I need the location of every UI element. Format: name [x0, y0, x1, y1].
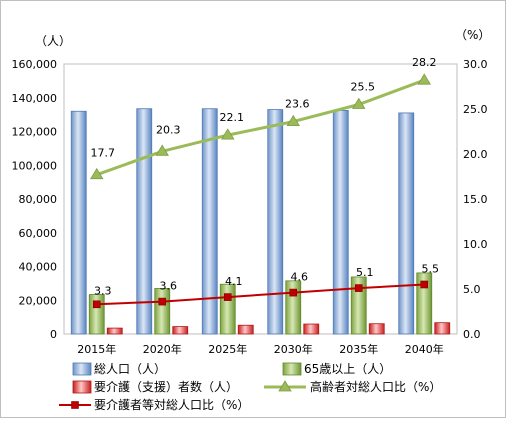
care-required-bar: [434, 322, 451, 335]
legend: 総人口（人） 65歳以上（人） 要介護（支援）者数（人） 高齢者対総人口比（%） 要介護…: [59, 362, 441, 412]
x-tick-label: 2020年: [143, 342, 182, 356]
care-ratio-marker: [420, 280, 429, 289]
x-tick-label: 2015年: [77, 342, 116, 356]
y-left-tick-label: 80,000: [19, 193, 58, 206]
legend-swatch-aged-65-plus: [282, 362, 302, 376]
y-left-tick-label: 160,000: [12, 58, 58, 71]
aged-ratio-data-label: 20.3: [156, 123, 181, 136]
aged-65-plus-bar: [88, 294, 105, 335]
care-required-bar: [106, 327, 123, 335]
care-ratio-data-label: 5.5: [422, 263, 440, 276]
legend-label: 要介護（支援）者数（人）: [94, 379, 238, 394]
y-left-tick-label: 140,000: [12, 92, 58, 105]
legend-label: 総人口（人）: [94, 362, 166, 376]
y-right-tick-label: 25.0: [463, 103, 488, 116]
y-left-tick-label: 120,000: [12, 126, 58, 139]
care-ratio-data-label: 4.1: [225, 275, 243, 288]
legend-swatch-aged-ratio-marker: [278, 380, 292, 392]
y-left-unit: （人）: [35, 34, 71, 48]
aged-ratio-marker: [352, 97, 366, 109]
x-tick-label: 2035年: [339, 342, 378, 356]
aged-ratio-data-label: 23.6: [285, 98, 310, 111]
aged-65-plus-bar: [219, 283, 236, 335]
care-ratio-marker: [223, 293, 232, 301]
x-tick-label: 2040年: [405, 342, 444, 356]
care-ratio-marker: [354, 284, 363, 292]
aged-ratio-data-label: 28.2: [412, 56, 437, 69]
legend-label: 65歳以上（人）: [304, 362, 391, 376]
legend-swatch-care-required: [72, 380, 92, 394]
care-ratio-line: [96, 283, 425, 306]
aged-65-plus-bar: [154, 288, 171, 335]
aged-ratio-data-label: 25.5: [351, 81, 376, 94]
total-population-bar: [332, 110, 349, 335]
legend-swatch-total-population: [72, 362, 92, 376]
total-population-bar: [70, 110, 87, 335]
y-left-tick-labels: 0 20,000 40,000 60,000 80,000 100,000 120,000 1…: [12, 58, 58, 341]
y-right-tick-label: 20.0: [463, 148, 488, 161]
care-ratio-data-label: 4.6: [291, 271, 309, 284]
y-right-tick-labels: 0.0 5.0 10.0 15.0 20.0 25.0 30.0: [463, 58, 488, 341]
y-right-tick-label: 5.0: [463, 283, 481, 296]
legend-label: 高齢者対総人口比（%）: [310, 379, 441, 394]
care-ratio-data-label: 3.6: [160, 280, 178, 293]
care-ratio-marker: [158, 297, 167, 306]
y-right-tick-label: 30.0: [463, 58, 488, 71]
care-ratio-marker: [289, 288, 298, 297]
y-right-unit: （%）: [455, 28, 490, 42]
total-population-bar: [267, 109, 284, 335]
care-required-bar: [237, 324, 254, 335]
aged-ratio-marker: [155, 144, 169, 156]
y-left-tick-label: 100,000: [12, 159, 58, 172]
x-tick-label: 2030年: [274, 342, 313, 356]
total-population-bar: [136, 108, 153, 335]
y-left-tick-label: 0: [50, 328, 57, 341]
care-required-bar: [172, 326, 189, 335]
y-right-tick-label: 15.0: [463, 193, 488, 206]
aged-ratio-line: [96, 78, 425, 177]
care-ratio-data-label: 5.1: [356, 266, 374, 279]
legend-swatch-care-ratio-marker: [71, 401, 79, 409]
y-left-tick-label: 60,000: [19, 227, 58, 240]
care-required-bar: [303, 323, 320, 335]
lines-layer: 17.7 20.3 22.1 23.6 25.5 28.2 3.3 3.6 4.1 4.6 5.1 5…: [90, 56, 440, 309]
legend-label: 要介護者等対総人口比（%）: [94, 397, 249, 412]
plot-area: [63, 63, 458, 335]
care-ratio-marker: [92, 300, 101, 309]
care-ratio-data-label: 3.3: [94, 284, 112, 297]
aged-ratio-data-label: 17.7: [91, 147, 116, 160]
aged-ratio-marker: [221, 128, 235, 140]
x-tick-label: 2025年: [208, 342, 247, 356]
aged-ratio-data-label: 22.1: [220, 111, 245, 124]
y-right-tick-label: 0.0: [463, 328, 481, 341]
aged-ratio-marker: [286, 114, 300, 126]
y-right-tick-label: 10.0: [463, 238, 488, 251]
x-tick-labels: 2015年 2020年 2025年 2030年 2035年 2040年: [77, 342, 444, 356]
aged-ratio-marker: [417, 73, 431, 85]
total-population-bar: [201, 108, 218, 335]
aged-ratio-marker: [90, 167, 104, 180]
y-left-tick-label: 40,000: [19, 261, 58, 274]
y-left-tick-label: 20,000: [19, 294, 58, 307]
care-required-bar: [368, 323, 385, 335]
total-population-bar: [398, 112, 415, 335]
